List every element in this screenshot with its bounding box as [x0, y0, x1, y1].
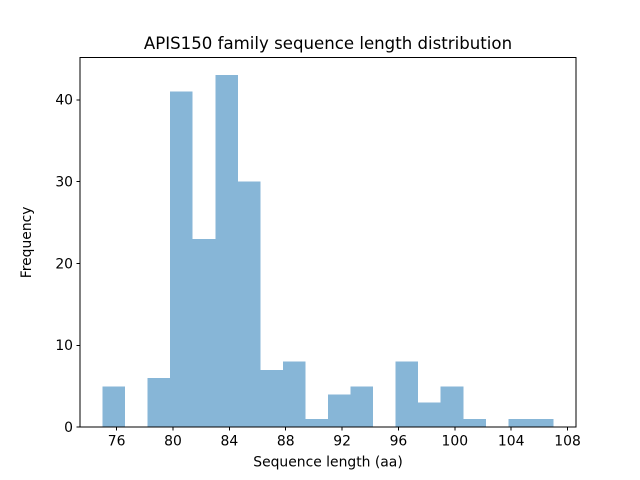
histogram-bar	[418, 402, 441, 428]
bars-group	[102, 75, 554, 428]
x-tick-label: 108	[554, 434, 581, 450]
histogram-bar	[530, 419, 554, 428]
x-tick-label: 104	[498, 434, 525, 450]
x-axis-label: Sequence length (aa)	[253, 455, 403, 471]
histogram-bar	[305, 419, 328, 428]
chart-layers: 76 80 84 88 92 96 100 104 108 0 10 20 30 40	[55, 57, 581, 450]
histogram-bar	[147, 378, 171, 428]
histogram-bar	[508, 419, 531, 428]
y-tick-label: 0	[64, 420, 73, 436]
y-tick-label: 20	[55, 256, 73, 272]
x-tick-label: 100	[442, 434, 469, 450]
histogram-bar	[237, 181, 261, 428]
histogram-bar	[328, 394, 351, 428]
histogram-bar	[102, 386, 126, 428]
histogram-bar	[463, 419, 486, 428]
x-tick-label: 88	[277, 434, 295, 450]
histogram-bar	[350, 386, 374, 428]
histogram-bar	[260, 369, 283, 428]
y-axis-label: Frequency	[19, 207, 35, 279]
histogram-bar	[440, 386, 464, 428]
y-tick-label: 10	[55, 338, 73, 354]
histogram-bar	[395, 361, 419, 428]
plot-frame	[79, 57, 577, 428]
x-tick-label: 80	[164, 434, 182, 450]
x-tick-label: 92	[333, 434, 351, 450]
y-tick-label: 30	[55, 175, 73, 191]
x-tick-label: 96	[390, 434, 408, 450]
x-tick-label: 84	[221, 434, 239, 450]
histogram-bar	[215, 75, 238, 428]
x-tick-label: 76	[108, 434, 126, 450]
axes-group	[76, 57, 577, 431]
histogram-bar	[192, 238, 216, 428]
histogram-bar	[170, 91, 193, 428]
chart-title: APIS150 family sequence length distribut…	[144, 34, 512, 53]
y-tick-label: 40	[55, 93, 73, 109]
histogram-bar	[282, 361, 306, 428]
